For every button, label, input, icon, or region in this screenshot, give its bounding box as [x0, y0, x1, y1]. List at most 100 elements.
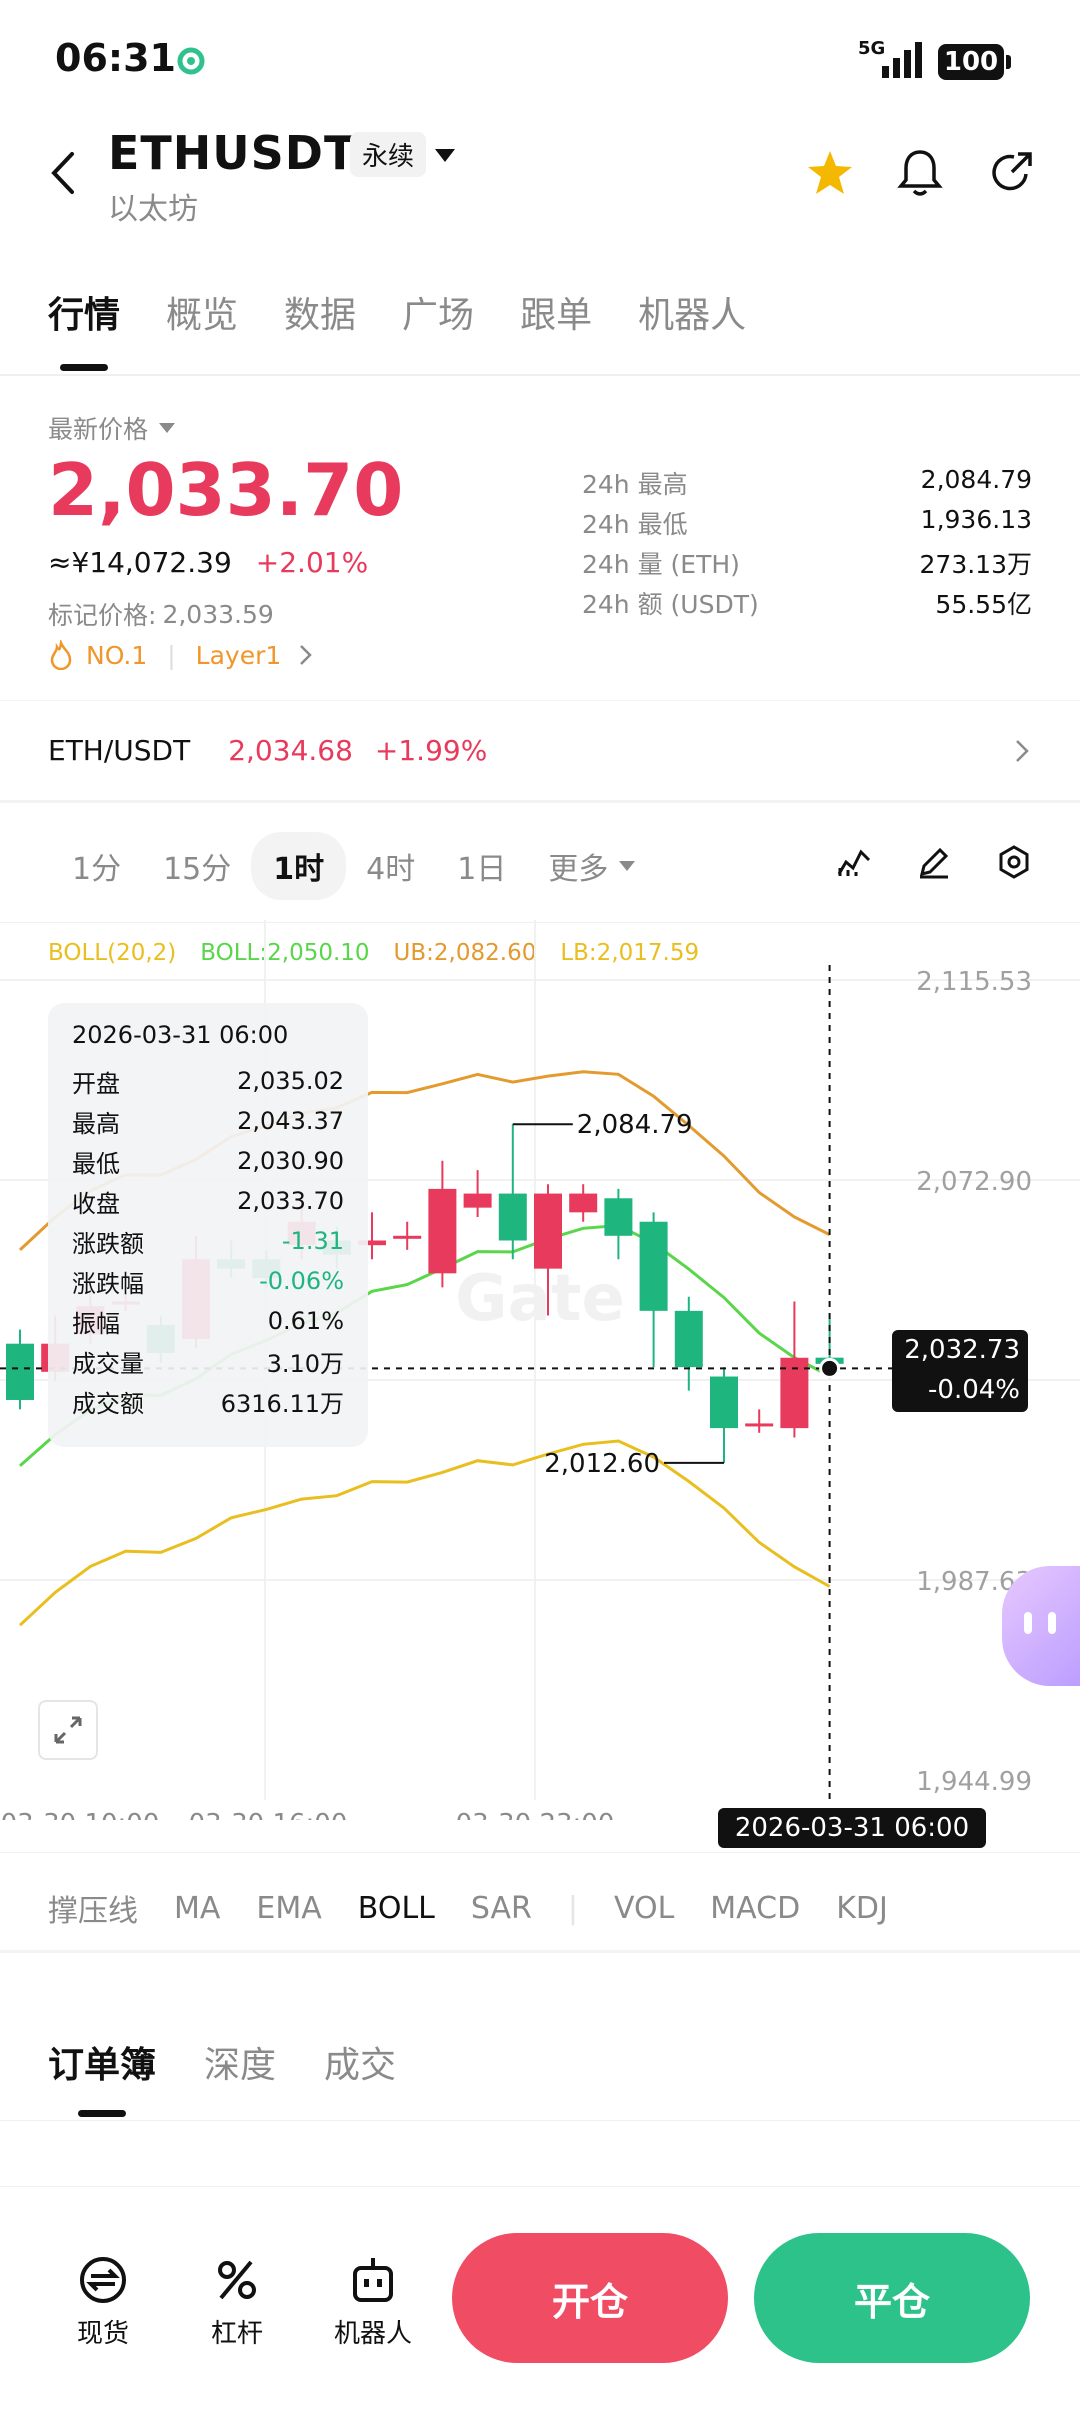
battery-indicator: 100	[938, 44, 1011, 80]
tab-data[interactable]: 数据	[284, 295, 357, 336]
indicator-bar: 撑压线 MA EMA BOLL SAR | VOL MACD KDJ	[48, 1886, 924, 1930]
indicator-support[interactable]: 撑压线	[48, 1894, 138, 1929]
rank-tags-row[interactable]: NO.1 | Layer1	[48, 640, 315, 670]
nav-spot-label: 现货	[76, 2319, 129, 2349]
indicator-chart-icon[interactable]	[836, 846, 872, 878]
favorite-star-icon[interactable]	[805, 148, 855, 198]
price-change-percent: +2.01%	[255, 546, 369, 579]
assistant-float-button[interactable]	[1002, 1566, 1080, 1686]
boll-lower-line	[18, 1439, 831, 1627]
back-icon[interactable]	[48, 150, 78, 196]
caret-down-icon[interactable]	[616, 858, 638, 874]
candle-body	[569, 1193, 598, 1213]
high-label: 2,084.79	[577, 1110, 693, 1140]
book-tabs: 订单簿 深度 成交	[48, 2036, 396, 2088]
book-tab-indicator	[78, 2110, 126, 2117]
tab-bot[interactable]: 机器人	[638, 295, 747, 336]
nav-spot[interactable]: 现货	[58, 2254, 148, 2350]
spot-change: +1.99%	[374, 734, 488, 767]
sector-tag: Layer1	[195, 640, 282, 670]
tab-depth[interactable]: 深度	[204, 2045, 277, 2086]
alert-bell-icon[interactable]	[895, 146, 945, 200]
indicator-sar[interactable]: SAR	[470, 1890, 532, 1926]
pair-dropdown-icon[interactable]	[432, 146, 458, 166]
y-axis-ticks: 2,115.532,072.901,987.631,944.99	[916, 967, 1032, 1797]
last-price-label: 最新价格	[48, 415, 149, 444]
open-position-button[interactable]: 开仓	[452, 2233, 728, 2363]
contract-type-badge[interactable]: 永续	[350, 132, 427, 177]
mark-price-label: 标记价格:	[48, 601, 157, 630]
crosshair-price: 2,032.73	[904, 1335, 1020, 1365]
x-tick-label: 03-30 10:00	[1, 1809, 160, 1820]
indicator-boll[interactable]: BOLL	[357, 1890, 435, 1926]
tab-trades[interactable]: 成交	[324, 2045, 397, 2086]
tab-orderbook[interactable]: 订单簿	[48, 2045, 157, 2086]
percent-icon	[218, 2260, 256, 2300]
tab-overview[interactable]: 概览	[166, 295, 239, 336]
nav-bot-label: 机器人	[333, 2319, 412, 2349]
tooltip-row-volume: 成交量 3.10万	[72, 1349, 344, 1378]
network-label: 5G	[858, 38, 886, 59]
tooltip-row-low: 最低 2,030.90	[72, 1147, 344, 1178]
indicator-vol[interactable]: VOL	[613, 1890, 675, 1926]
nav-margin-label: 杠杆	[210, 2319, 263, 2349]
candle-body	[428, 1188, 457, 1274]
tab-square[interactable]: 广场	[402, 295, 475, 336]
draw-pencil-icon[interactable]	[916, 844, 952, 880]
indicator-ema[interactable]: EMA	[256, 1890, 322, 1926]
tooltip-row-change: 涨跌额 -1.31	[72, 1227, 344, 1258]
mark-price-row: 标记价格: 2,033.59	[48, 596, 274, 632]
settings-hex-icon[interactable]	[996, 844, 1032, 880]
stat-24h-low: 24h 最低 1,936.13	[582, 505, 1032, 539]
share-icon[interactable]	[986, 148, 1036, 198]
robot-icon	[353, 2258, 393, 2302]
tooltip-row-open: 开盘 2,035.02	[72, 1067, 344, 1098]
spot-pair-row[interactable]: ETH/USDT 2,034.68 +1.99%	[48, 734, 1032, 767]
cny-price: ≈¥14,072.39	[48, 546, 232, 579]
timeframe-bar: 1分 15分 1时 4时 1日 更多	[48, 832, 638, 900]
low-label: 2,012.60	[544, 1449, 660, 1479]
boll-mid-value: BOLL:2,050.10	[200, 940, 370, 966]
close-position-button[interactable]: 平仓	[754, 2233, 1030, 2363]
chevron-right-icon	[300, 645, 313, 665]
tooltip-row-turnover: 成交额 6316.11万	[72, 1389, 344, 1418]
candlestick-chart[interactable]: Gate 2,084.79 2,012.60 2,115.53 2,072.90 1,…	[0, 920, 1080, 1820]
nav-margin[interactable]: 杠杆	[192, 2254, 282, 2350]
x-tick-label: 03-30 23:00	[456, 1809, 615, 1820]
main-tabs: 行情 概览 数据 广场 跟单 机器人	[48, 286, 792, 338]
timeframe-1m[interactable]: 1分	[72, 852, 122, 887]
fullscreen-button[interactable]	[38, 1700, 98, 1760]
watermark-logo: Gate	[455, 1262, 625, 1336]
robot-eyes-icon	[1024, 1612, 1056, 1634]
candle-body	[393, 1235, 422, 1239]
tooltip-row-change-percent: 涨跌幅 -0.06%	[72, 1267, 344, 1298]
last-price-label-row[interactable]: 最新价格	[48, 410, 178, 446]
fire-icon	[50, 640, 72, 670]
timeframe-more[interactable]: 更多	[548, 852, 609, 887]
candle-body	[358, 1240, 386, 1246]
timeframe-4h[interactable]: 4时	[366, 852, 416, 887]
pair-title[interactable]: ETHUSDT	[108, 126, 357, 180]
indicator-kdj[interactable]: KDJ	[836, 1890, 888, 1926]
active-tab-indicator	[60, 364, 108, 371]
candle-body	[498, 1193, 527, 1241]
tooltip-row-amplitude: 振幅 0.61%	[72, 1307, 344, 1338]
timeframe-1d[interactable]: 1日	[457, 852, 507, 887]
nav-bot[interactable]: 机器人	[328, 2254, 418, 2350]
crosshair-date-tag: 2026-03-31 06:00	[718, 1808, 986, 1848]
timeframe-15m[interactable]: 15分	[163, 852, 232, 887]
ohlc-tooltip: 2026-03-31 06:00 开盘 2,035.02 最高 2,043.37 最…	[48, 1003, 368, 1447]
indicator-ma[interactable]: MA	[174, 1890, 221, 1926]
crosshair-change: -0.04%	[928, 1375, 1020, 1405]
price-conversion-row: ≈¥14,072.39 +2.01%	[48, 546, 368, 579]
boll-legend: BOLL(20,2) BOLL:2,050.10 UB:2,082.60 LB:…	[48, 940, 699, 966]
tab-market[interactable]: 行情	[48, 295, 121, 336]
indicator-macd[interactable]: MACD	[710, 1890, 801, 1926]
candle-body	[745, 1423, 774, 1427]
candle-body	[639, 1221, 668, 1311]
timeframe-1h[interactable]: 1时	[251, 832, 347, 900]
crosshair-price-tag: 2,032.73 -0.04%	[892, 1330, 1028, 1412]
tab-copy-trade[interactable]: 跟单	[520, 295, 593, 336]
pair-subtitle: 以太坊	[108, 192, 198, 227]
candle-body	[674, 1310, 703, 1368]
